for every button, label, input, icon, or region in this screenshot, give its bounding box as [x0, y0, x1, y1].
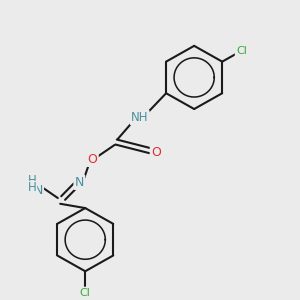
Text: NH: NH: [131, 111, 148, 124]
Text: N: N: [33, 184, 43, 197]
Text: Cl: Cl: [80, 288, 91, 298]
Text: N: N: [75, 176, 84, 189]
Text: O: O: [88, 153, 98, 166]
Text: Cl: Cl: [236, 46, 247, 56]
Text: O: O: [151, 146, 161, 159]
Text: H: H: [28, 174, 37, 187]
Text: H: H: [28, 182, 37, 194]
